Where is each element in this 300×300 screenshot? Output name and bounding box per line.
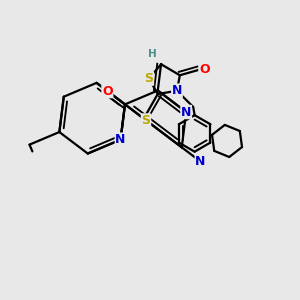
Text: H: H bbox=[148, 49, 157, 59]
Text: N: N bbox=[116, 133, 126, 146]
Text: N: N bbox=[195, 155, 206, 168]
Text: O: O bbox=[102, 85, 113, 98]
Text: N: N bbox=[172, 84, 182, 97]
Text: O: O bbox=[199, 63, 210, 76]
Text: N: N bbox=[181, 106, 191, 118]
Text: S: S bbox=[144, 72, 153, 85]
Text: S: S bbox=[142, 114, 151, 127]
